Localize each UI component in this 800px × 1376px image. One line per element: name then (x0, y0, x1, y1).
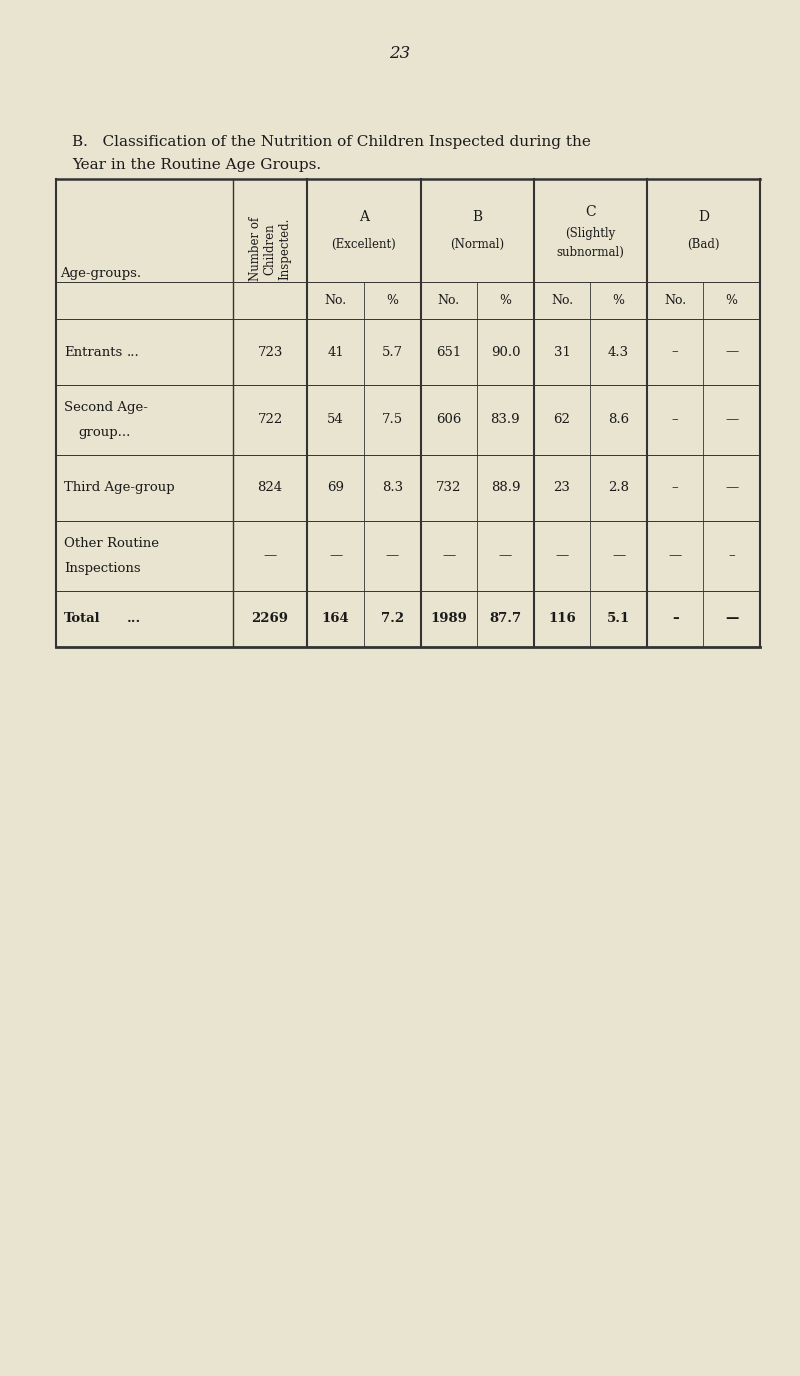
Text: –: – (672, 413, 678, 427)
Text: group...: group... (78, 425, 130, 439)
Text: (Slightly: (Slightly (565, 227, 615, 239)
Text: —: — (442, 549, 455, 563)
Text: 2.8: 2.8 (608, 482, 629, 494)
Text: –: – (729, 549, 735, 563)
Text: 5.7: 5.7 (382, 345, 403, 359)
Text: —: — (725, 345, 738, 359)
Text: 116: 116 (548, 612, 576, 625)
Text: 5.1: 5.1 (607, 612, 630, 625)
Text: 23: 23 (554, 482, 570, 494)
Text: A: A (359, 209, 369, 223)
Text: No.: No. (438, 294, 460, 307)
Text: 7.2: 7.2 (381, 612, 404, 625)
Text: –: – (672, 612, 678, 625)
Text: 41: 41 (327, 345, 344, 359)
Text: 54: 54 (327, 413, 344, 427)
Text: —: — (669, 549, 682, 563)
Text: %: % (386, 294, 398, 307)
Text: 723: 723 (258, 345, 282, 359)
Text: 87.7: 87.7 (490, 612, 522, 625)
Text: 732: 732 (436, 482, 462, 494)
Text: 7.5: 7.5 (382, 413, 403, 427)
Text: 23: 23 (390, 45, 410, 62)
Text: —: — (263, 549, 277, 563)
Text: 1989: 1989 (430, 612, 467, 625)
Text: 2269: 2269 (252, 612, 289, 625)
Text: 90.0: 90.0 (490, 345, 520, 359)
Text: 722: 722 (258, 413, 282, 427)
Text: Entrants: Entrants (64, 345, 122, 359)
Text: (Normal): (Normal) (450, 238, 504, 250)
Text: Number of
Children
Inspected.: Number of Children Inspected. (249, 217, 292, 281)
Text: No.: No. (551, 294, 573, 307)
Text: Total: Total (64, 612, 101, 625)
Text: Third Age-group: Third Age-group (64, 482, 174, 494)
Text: %: % (613, 294, 625, 307)
Text: B: B (472, 209, 482, 223)
Text: Second Age-: Second Age- (64, 400, 148, 414)
Text: Inspections: Inspections (64, 561, 141, 575)
Text: Age-groups.: Age-groups. (60, 267, 141, 281)
Text: 8.3: 8.3 (382, 482, 403, 494)
Text: —: — (725, 612, 738, 625)
Text: 83.9: 83.9 (490, 413, 520, 427)
Text: 824: 824 (258, 482, 282, 494)
Text: —: — (612, 549, 625, 563)
Text: —: — (725, 482, 738, 494)
Text: 62: 62 (554, 413, 570, 427)
Text: ...: ... (126, 612, 141, 625)
Text: subnormal): subnormal) (556, 246, 624, 259)
Text: 88.9: 88.9 (490, 482, 520, 494)
Text: D: D (698, 209, 709, 223)
Text: 651: 651 (436, 345, 462, 359)
Text: 31: 31 (554, 345, 570, 359)
Text: –: – (672, 482, 678, 494)
Text: (Bad): (Bad) (687, 238, 720, 250)
Text: Year in the Routine Age Groups.: Year in the Routine Age Groups. (72, 158, 321, 172)
Text: %: % (499, 294, 511, 307)
Text: (Excellent): (Excellent) (332, 238, 396, 250)
Text: No.: No. (325, 294, 346, 307)
Text: 8.6: 8.6 (608, 413, 629, 427)
Text: —: — (499, 549, 512, 563)
Text: —: — (329, 549, 342, 563)
Text: B.   Classification of the Nutrition of Children Inspected during the: B. Classification of the Nutrition of Ch… (72, 135, 591, 149)
Text: —: — (555, 549, 569, 563)
Text: C: C (585, 205, 595, 219)
Text: No.: No. (664, 294, 686, 307)
Text: 164: 164 (322, 612, 350, 625)
Text: –: – (672, 345, 678, 359)
Text: Other Routine: Other Routine (64, 537, 159, 550)
Text: 4.3: 4.3 (608, 345, 629, 359)
Text: —: — (386, 549, 399, 563)
Text: 606: 606 (436, 413, 462, 427)
Text: %: % (726, 294, 738, 307)
Text: 69: 69 (327, 482, 344, 494)
Text: ...: ... (126, 345, 139, 359)
Text: —: — (725, 413, 738, 427)
